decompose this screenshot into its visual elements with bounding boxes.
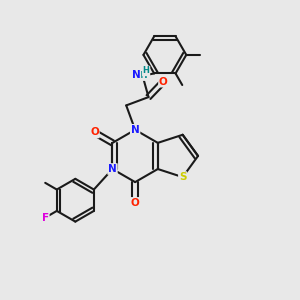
Text: H: H [143, 66, 150, 75]
Text: S: S [179, 172, 186, 182]
Text: O: O [131, 198, 140, 208]
Text: N: N [131, 125, 140, 135]
Text: N: N [108, 164, 117, 174]
Text: N: N [132, 70, 140, 80]
Text: F: F [42, 213, 49, 223]
Text: H: H [139, 71, 146, 80]
Text: O: O [90, 128, 99, 137]
Text: O: O [159, 76, 168, 87]
